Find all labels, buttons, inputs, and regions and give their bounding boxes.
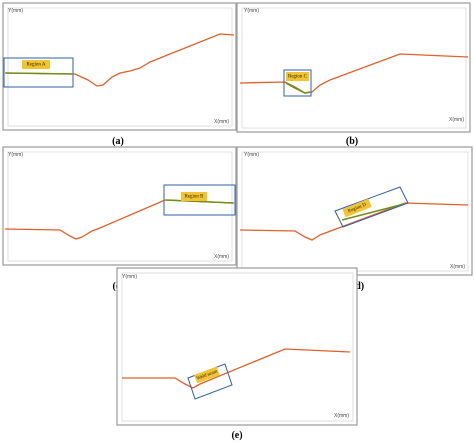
profile: [122, 348, 351, 389]
x-label: X(mm): [214, 119, 229, 125]
region-box: [163, 184, 236, 216]
x-label: X(mm): [450, 264, 465, 270]
region-box: [283, 69, 312, 97]
region-segment: [285, 82, 311, 94]
region-label: Region C: [288, 75, 308, 80]
caption: (e): [231, 430, 242, 441]
region-segment: [341, 203, 405, 221]
caption: (a): [112, 136, 124, 147]
y-label: Y(mm): [122, 274, 137, 280]
y-label: Y(mm): [244, 8, 259, 14]
panel-e: Y(mm) X(mm) Weld seam (e): [116, 267, 358, 441]
caption: (b): [346, 136, 358, 147]
y-label: Y(mm): [8, 152, 23, 158]
x-label: X(mm): [334, 413, 349, 419]
x-label: X(mm): [214, 254, 229, 260]
region-segment: [5, 72, 73, 75]
panel-c: Y(mm) X(mm) Region B (c): [2, 146, 237, 292]
region-box: [3, 57, 74, 88]
profile: [239, 202, 469, 241]
panel-b: Y(mm) X(mm) Region C (b): [236, 2, 471, 147]
x-label: X(mm): [449, 117, 464, 123]
y-label: Y(mm): [8, 8, 23, 14]
region-label: Region A: [26, 63, 45, 68]
panel-d: Y(mm) X(mm) Region D (d): [236, 146, 473, 292]
region-segment: [165, 199, 234, 204]
profile: [4, 33, 235, 87]
y-label: Y(mm): [244, 152, 259, 158]
caption: (d): [352, 281, 364, 292]
region-label: Region B: [184, 195, 204, 200]
region-box: [334, 186, 409, 228]
profile: [4, 199, 235, 240]
panel-a: Y(mm) X(mm) Region A (a): [2, 2, 237, 147]
